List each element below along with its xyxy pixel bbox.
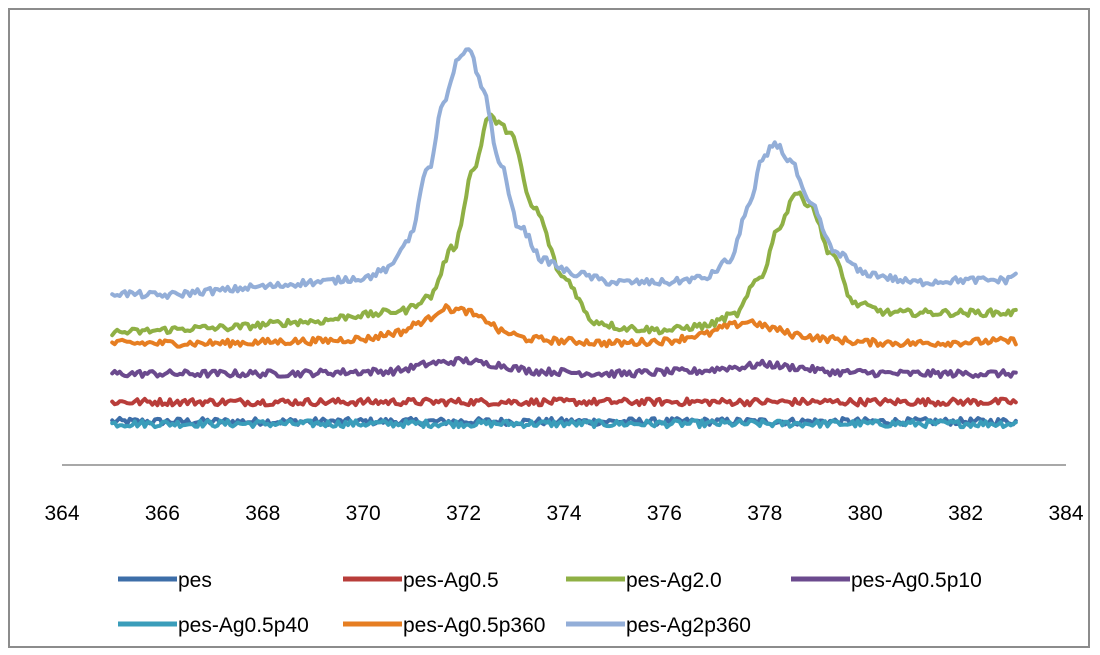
legend-label-pes-Ag2p360: pes-Ag2p360 bbox=[626, 614, 751, 637]
series-line-pes-Ag0.5p40 bbox=[110, 418, 1018, 430]
x-tick-label: 364 bbox=[44, 502, 79, 525]
series-line-pes-Ag2.0 bbox=[110, 112, 1018, 338]
series-line-pes-Ag0.5p360 bbox=[110, 303, 1018, 349]
x-tick-label: 382 bbox=[948, 502, 983, 525]
series-line-pes-Ag2p360 bbox=[110, 47, 1018, 300]
legend-label-pes: pes bbox=[178, 569, 212, 592]
x-tick-label: 372 bbox=[446, 502, 481, 525]
plot-area bbox=[110, 47, 1018, 430]
x-tick-label: 378 bbox=[747, 502, 782, 525]
x-tick-label: 376 bbox=[647, 502, 682, 525]
legend-label-pes-Ag0.5p10: pes-Ag0.5p10 bbox=[851, 569, 982, 592]
x-tick-label: 374 bbox=[546, 502, 581, 525]
legend: pes pes-Ag0.5 pes-Ag2.0 pes-Ag0.5p10 pes-Ag0… bbox=[118, 569, 982, 637]
legend-label-pes-Ag0.5p360: pes-Ag0.5p360 bbox=[403, 614, 545, 637]
x-tick-labels: 364 366 368 370 372 374 376 378 380 382 384 bbox=[44, 502, 1083, 525]
x-tick-label: 370 bbox=[346, 502, 381, 525]
legend-label-pes-Ag2.0: pes-Ag2.0 bbox=[626, 569, 722, 592]
chart-svg: 364 366 368 370 372 374 376 378 380 382 384 pes pes… bbox=[44, 47, 1084, 637]
legend-label-pes-Ag0.5: pes-Ag0.5 bbox=[403, 569, 499, 592]
x-tick-label: 366 bbox=[145, 502, 180, 525]
series-line-pes-Ag0.5 bbox=[110, 396, 1018, 408]
legend-label-pes-Ag0.5p40: pes-Ag0.5p40 bbox=[178, 614, 309, 637]
x-tick-label: 368 bbox=[245, 502, 280, 525]
x-tick-label: 380 bbox=[848, 502, 883, 525]
chart-frame: 364 366 368 370 372 374 376 378 380 382 384 pes pes… bbox=[8, 8, 1090, 648]
x-tick-label: 384 bbox=[1048, 502, 1083, 525]
series-line-pes-Ag0.5p10 bbox=[110, 355, 1018, 379]
